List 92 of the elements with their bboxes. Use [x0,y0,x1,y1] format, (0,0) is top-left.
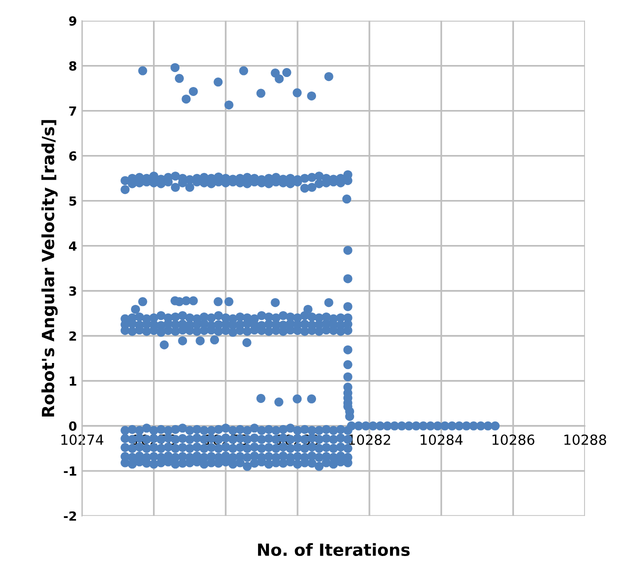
point [250,424,259,433]
point [188,86,198,96]
point [224,297,234,306]
point [292,394,302,404]
point [328,460,338,469]
point [242,462,252,471]
point [138,66,148,76]
point [160,340,169,350]
y-tick-label: 1 [70,376,76,386]
point [156,424,166,434]
y-tick-label: 8 [69,61,76,71]
point [343,360,352,370]
point [314,426,324,435]
point [221,424,230,433]
point [307,394,316,404]
x-axis-title: No. of Iterations [258,543,410,556]
point [256,394,266,403]
point [156,311,166,320]
point [185,182,194,192]
y-tick-label: 9 [69,16,76,26]
point [307,182,316,192]
point [174,74,184,83]
point [196,336,205,346]
y-tick-label: 2 [69,331,76,341]
point [242,338,252,348]
x-tick-label: 10274 [61,434,104,445]
point [214,424,224,434]
point [257,426,266,435]
point [292,88,302,98]
point [314,462,324,471]
point [307,458,316,468]
point [170,182,180,192]
point [214,297,223,306]
point [314,444,324,453]
point [343,345,352,354]
point [324,298,334,308]
point [242,426,252,435]
point [210,335,220,344]
point [188,296,198,306]
point [307,91,316,100]
point [192,442,202,452]
point [236,424,245,434]
point [224,100,234,110]
point [170,172,180,181]
point [257,434,266,444]
point [142,424,152,433]
point [271,444,280,453]
y-tick-label: -2 [64,511,76,521]
point [286,424,295,433]
y-tick-label: -1 [64,466,76,476]
point [214,78,223,87]
y-tick-label: 7 [69,106,76,116]
point [324,72,334,82]
point [282,68,292,78]
point [343,372,352,382]
point [343,302,352,312]
point [138,297,148,306]
point [128,460,137,469]
point [178,424,188,433]
point [274,74,284,84]
point [214,311,224,320]
x-tick-label: 10288 [564,434,606,445]
y-tick-label: 5 [69,196,76,206]
point [178,311,188,320]
x-tick-label: 10286 [492,434,534,445]
y-tick-label: 0 [69,421,77,431]
point [256,88,266,98]
point [170,63,180,72]
point [120,185,130,194]
point [131,304,140,314]
point [307,172,316,182]
point [342,194,352,204]
point [343,246,352,255]
point [270,298,280,308]
point [257,444,266,453]
x-tick-label: 10284 [420,434,463,445]
point [228,328,238,337]
point [314,452,324,462]
y-axis-title: Robot's Angular Velocity [rad/s] [41,120,58,416]
point [274,398,284,407]
point [343,274,352,284]
y-tick-label: 6 [69,151,76,161]
point [343,444,352,453]
point [490,421,500,430]
point [239,66,248,76]
y-tick-label: 4 [68,241,77,251]
point [257,311,266,320]
point [328,444,338,453]
point [178,336,188,346]
y-tick-label: 3 [69,286,76,296]
point [192,434,202,443]
point [182,94,191,104]
